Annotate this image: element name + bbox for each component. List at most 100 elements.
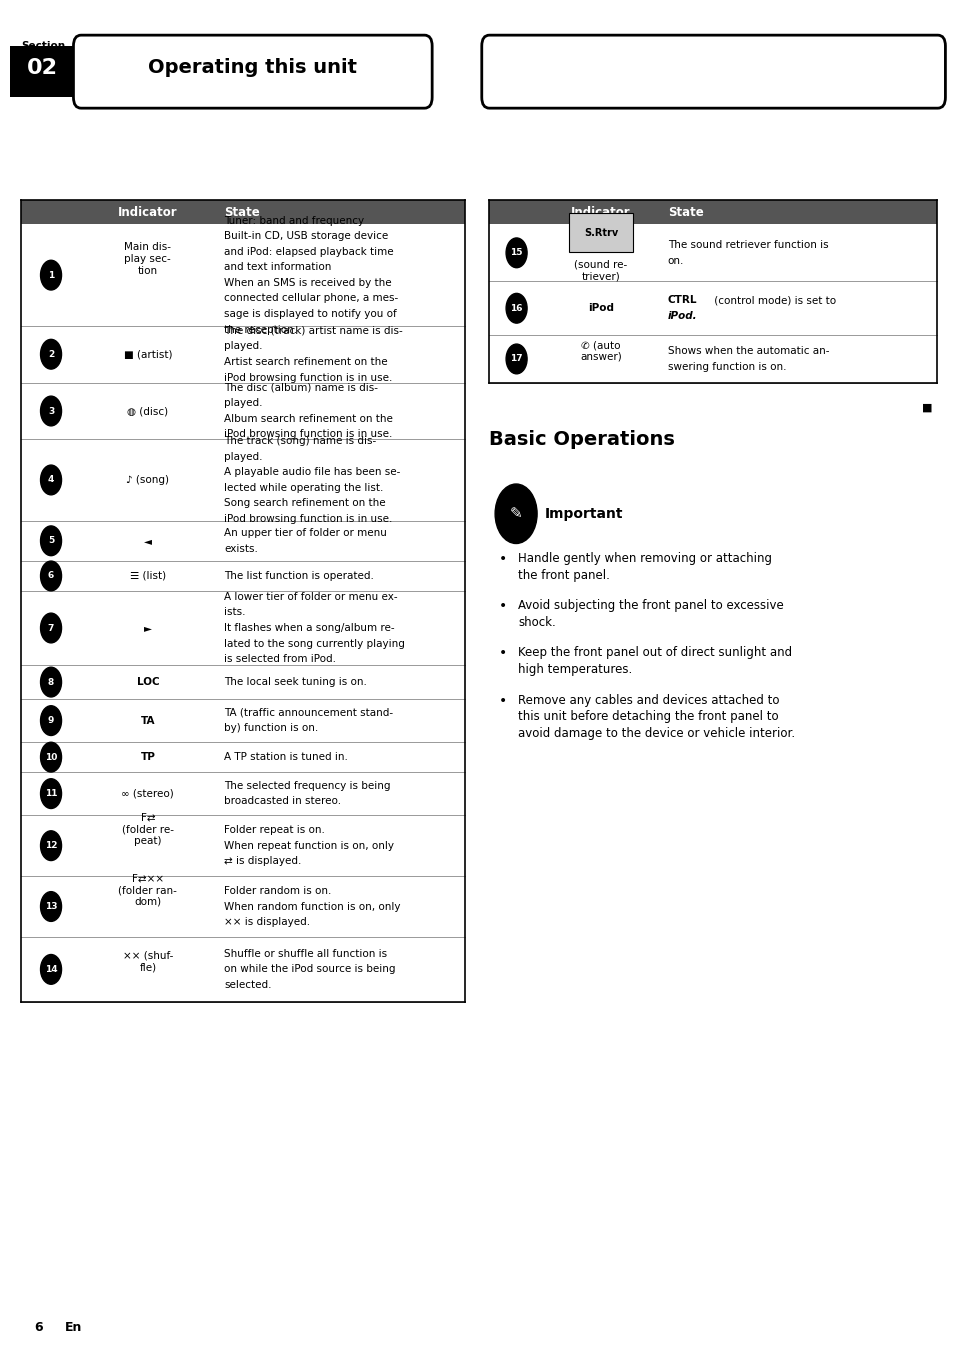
- Text: ■ (artist): ■ (artist): [124, 349, 172, 360]
- Text: The list function is operated.: The list function is operated.: [224, 571, 374, 581]
- Text: swering function is on.: swering function is on.: [667, 362, 785, 372]
- Text: 8: 8: [48, 677, 54, 687]
- Text: Handle gently when removing or attaching: Handle gently when removing or attaching: [517, 552, 771, 565]
- Text: iPod browsing function is in use.: iPod browsing function is in use.: [224, 430, 392, 439]
- Text: 4: 4: [48, 476, 54, 484]
- Text: State: State: [667, 206, 702, 219]
- Text: LOC: LOC: [136, 677, 159, 687]
- Text: the front panel.: the front panel.: [517, 569, 609, 581]
- Text: Basic Operations: Basic Operations: [489, 430, 675, 449]
- Text: 3: 3: [48, 407, 54, 415]
- Text: The local seek tuning is on.: The local seek tuning is on.: [224, 677, 367, 687]
- Text: F⇄
(folder re-
peat): F⇄ (folder re- peat): [122, 813, 173, 846]
- Text: The track (song) name is dis-: The track (song) name is dis-: [224, 437, 376, 446]
- Text: 12: 12: [45, 841, 57, 850]
- Text: 5: 5: [48, 537, 54, 545]
- Text: 16: 16: [510, 304, 522, 312]
- Text: Important: Important: [544, 507, 622, 521]
- Text: ►: ►: [144, 623, 152, 633]
- Text: 1: 1: [48, 270, 54, 280]
- Text: 17: 17: [510, 354, 522, 364]
- Text: ☰ (list): ☰ (list): [130, 571, 166, 581]
- Circle shape: [40, 614, 61, 644]
- Text: on.: on.: [667, 256, 683, 265]
- Text: F⇄××
(folder ran-
dom): F⇄×× (folder ran- dom): [118, 873, 177, 907]
- Text: A TP station is tuned in.: A TP station is tuned in.: [224, 752, 348, 763]
- Bar: [489, 200, 936, 224]
- Text: Folder repeat is on.: Folder repeat is on.: [224, 825, 325, 836]
- Text: the reception.: the reception.: [224, 324, 297, 334]
- Text: this unit before detaching the front panel to: this unit before detaching the front pan…: [517, 711, 778, 723]
- Text: When an SMS is received by the: When an SMS is received by the: [224, 279, 392, 288]
- Text: ■: ■: [921, 403, 931, 412]
- Circle shape: [40, 339, 61, 369]
- Text: by) function is on.: by) function is on.: [224, 723, 318, 733]
- Text: played.: played.: [224, 452, 262, 461]
- Text: is selected from iPod.: is selected from iPod.: [224, 654, 335, 664]
- Circle shape: [505, 345, 526, 375]
- Text: exists.: exists.: [224, 544, 258, 553]
- Text: 9: 9: [48, 717, 54, 725]
- Text: Keep the front panel out of direct sunlight and: Keep the front panel out of direct sunli…: [517, 646, 791, 660]
- Text: •: •: [498, 694, 507, 707]
- Text: A playable audio file has been se-: A playable audio file has been se-: [224, 468, 400, 477]
- Text: 7: 7: [48, 623, 54, 633]
- Text: An upper tier of folder or menu: An upper tier of folder or menu: [224, 529, 387, 538]
- Text: ists.: ists.: [224, 607, 246, 618]
- FancyBboxPatch shape: [481, 35, 944, 108]
- Text: Section: Section: [21, 41, 65, 50]
- Text: 2: 2: [48, 350, 54, 358]
- Text: 6: 6: [33, 1321, 43, 1334]
- Text: (control mode) is set to: (control mode) is set to: [710, 295, 835, 306]
- Text: played.: played.: [224, 399, 262, 408]
- Text: played.: played.: [224, 342, 262, 352]
- Circle shape: [40, 668, 61, 698]
- Circle shape: [40, 561, 61, 591]
- Text: Built-in CD, USB storage device: Built-in CD, USB storage device: [224, 231, 388, 241]
- Text: avoid damage to the device or vehicle interior.: avoid damage to the device or vehicle in…: [517, 727, 794, 741]
- Circle shape: [40, 526, 61, 556]
- Text: ◍ (disc): ◍ (disc): [127, 406, 169, 416]
- Text: TA (traffic announcement stand-: TA (traffic announcement stand-: [224, 708, 393, 718]
- Text: 15: 15: [510, 249, 522, 257]
- Text: Folder random is on.: Folder random is on.: [224, 886, 332, 896]
- Circle shape: [40, 260, 61, 291]
- Text: (sound re-
triever): (sound re- triever): [574, 260, 627, 281]
- Text: ♪ (song): ♪ (song): [126, 475, 170, 485]
- Text: •: •: [498, 599, 507, 612]
- Text: Indicator: Indicator: [118, 206, 177, 219]
- Text: sage is displayed to notify you of: sage is displayed to notify you of: [224, 310, 396, 319]
- Circle shape: [495, 484, 537, 544]
- Text: ✆ (auto
answer): ✆ (auto answer): [579, 341, 621, 361]
- Text: TP: TP: [140, 752, 155, 763]
- Text: iPod.: iPod.: [667, 311, 697, 322]
- Circle shape: [40, 706, 61, 735]
- Text: and iPod: elapsed playback time: and iPod: elapsed playback time: [224, 247, 394, 257]
- Text: ×× (shuf-
fle): ×× (shuf- fle): [123, 950, 172, 972]
- Circle shape: [40, 892, 61, 922]
- Text: Indicator: Indicator: [571, 206, 630, 219]
- Text: 02: 02: [27, 58, 57, 77]
- Text: TA: TA: [140, 715, 155, 726]
- Text: Song search refinement on the: Song search refinement on the: [224, 499, 385, 508]
- Text: ∞ (stereo): ∞ (stereo): [121, 788, 174, 799]
- Bar: [21, 200, 464, 224]
- Text: shock.: shock.: [517, 617, 556, 629]
- Circle shape: [40, 955, 61, 984]
- FancyBboxPatch shape: [73, 35, 432, 108]
- Text: 11: 11: [45, 790, 57, 798]
- Text: iPod: iPod: [587, 303, 614, 314]
- Circle shape: [40, 465, 61, 495]
- Circle shape: [505, 238, 526, 268]
- Circle shape: [40, 396, 61, 426]
- Text: ⇄ is displayed.: ⇄ is displayed.: [224, 856, 301, 867]
- Text: iPod browsing function is in use.: iPod browsing function is in use.: [224, 373, 392, 383]
- Circle shape: [40, 831, 61, 861]
- Circle shape: [40, 779, 61, 808]
- Text: Operating this unit: Operating this unit: [148, 58, 357, 77]
- Circle shape: [40, 742, 61, 772]
- Text: The disc (album) name is dis-: The disc (album) name is dis-: [224, 383, 377, 392]
- Text: •: •: [498, 552, 507, 565]
- Text: •: •: [498, 646, 507, 660]
- Text: Album search refinement on the: Album search refinement on the: [224, 414, 393, 423]
